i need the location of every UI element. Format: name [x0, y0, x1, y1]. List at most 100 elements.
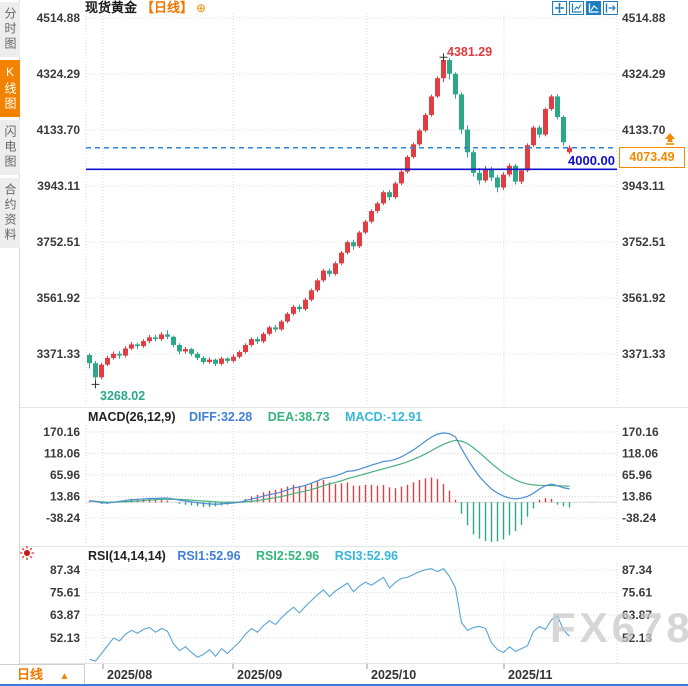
candle-body	[339, 252, 344, 264]
chart-toolbar	[552, 1, 618, 15]
candle-body	[411, 144, 416, 157]
add-indicator-icon[interactable]: ⊕	[196, 1, 207, 15]
y-axis-label: 3371.33	[622, 347, 666, 361]
rsi-y-label: 87.34	[50, 563, 80, 577]
candle-body	[375, 203, 380, 212]
candle-body	[177, 344, 182, 352]
candle-body	[105, 357, 110, 365]
chevron-up-icon: ▲	[59, 671, 70, 682]
candle-body	[555, 96, 560, 117]
sidebar-tab-1[interactable]: 分时图	[0, 2, 20, 57]
price-up-arrow-icon	[665, 133, 675, 145]
candle-body	[561, 116, 566, 143]
rsi-y-label: 87.34	[622, 563, 652, 577]
rsi-y-label: 63.87	[50, 608, 80, 622]
candle-body	[279, 321, 284, 330]
candle-body	[519, 170, 524, 182]
watermark: FX678	[550, 604, 688, 651]
diff-line	[89, 432, 570, 505]
rsi-line	[89, 568, 570, 662]
y-axis-label: 3752.51	[622, 235, 666, 249]
candle-body	[429, 96, 434, 115]
candle-body	[207, 359, 212, 363]
candle-body	[195, 353, 200, 358]
macd-y-label: 65.96	[50, 468, 80, 482]
rsi1-value: RSI1:52.96	[177, 549, 241, 563]
macd-y-label: -38.24	[622, 511, 656, 525]
candle-body	[153, 337, 158, 340]
macd-params: MACD(26,12,9)	[88, 410, 176, 424]
candle-body	[147, 337, 152, 342]
candle-body	[243, 344, 248, 353]
candle-body	[123, 348, 128, 356]
y-axis-label: 4324.29	[37, 67, 81, 81]
candle-body	[465, 129, 470, 153]
candle-body	[477, 172, 482, 181]
y-axis-label: 3561.92	[622, 291, 666, 305]
macd-macd-value: MACD:-12.91	[345, 410, 423, 424]
period-tag: 【日线】	[141, 0, 194, 15]
candle-body	[159, 334, 164, 340]
candle-body	[531, 127, 536, 146]
last-price-badge: 4073.49	[619, 147, 685, 168]
period-selector[interactable]: 日线 ▲	[0, 664, 85, 684]
candle-body	[495, 177, 500, 188]
candle-body	[441, 59, 446, 79]
candle-body	[99, 364, 104, 378]
candle-body	[303, 299, 308, 310]
y-axis-label: 4133.70	[622, 123, 666, 137]
candle-body	[237, 352, 242, 357]
macd-y-label: 118.06	[44, 447, 80, 461]
rsi-y-label: 75.61	[50, 586, 80, 600]
exit-right-icon[interactable]	[603, 1, 618, 15]
y-axis-label: 3752.51	[37, 235, 81, 249]
sidebar-tab-2[interactable]: K线图	[0, 60, 20, 117]
rsi-y-label: 52.13	[50, 631, 80, 645]
crosshair-move-icon[interactable]	[552, 1, 567, 15]
candle-body	[387, 192, 392, 198]
candle-body	[315, 280, 320, 291]
x-axis-label: 2025/09	[237, 668, 282, 682]
candle-body	[471, 152, 476, 173]
price-cross-marker	[91, 380, 100, 389]
candle-body	[393, 183, 398, 198]
symbol-name: 现货黄金	[85, 0, 138, 15]
alarm-sun-icon[interactable]	[19, 545, 35, 561]
candle-body	[267, 327, 272, 334]
candle-body	[369, 211, 374, 222]
candle-body	[225, 358, 230, 361]
sidebar-tab-3[interactable]: 闪电图	[0, 120, 20, 175]
candle-body	[405, 156, 410, 172]
candle-body	[357, 232, 362, 247]
macd-dea-value: DEA:38.73	[267, 410, 330, 424]
y-axis-label: 3943.11	[622, 179, 665, 193]
candle-body	[219, 358, 224, 364]
macd-y-label: 13.86	[50, 490, 80, 504]
rsi-y-label: 63.87	[622, 608, 652, 622]
candle-body	[255, 339, 260, 342]
y-axis-label: 3371.33	[37, 347, 81, 361]
x-axis-label: 2025/08	[107, 668, 152, 682]
bottom-scrollbar[interactable]	[0, 684, 688, 686]
candle-body	[141, 341, 146, 347]
axis-scale-icon[interactable]	[569, 1, 584, 15]
candle-body	[399, 171, 404, 184]
candle-body	[525, 145, 530, 171]
macd-y-label: 170.16	[43, 425, 80, 439]
y-axis-label: 4324.29	[622, 67, 666, 81]
chart-title: 现货黄金 【日线】 ⊕	[85, 0, 206, 15]
candle-body	[189, 349, 194, 354]
candle-body	[447, 59, 452, 74]
candle-body	[333, 263, 338, 274]
sidebar-tab-4[interactable]: 合约资料	[0, 178, 20, 248]
high-price-label: 4381.29	[447, 45, 493, 59]
rsi-y-label: 52.13	[622, 631, 652, 645]
y-axis-label: 4133.70	[37, 123, 81, 137]
candle-body	[381, 192, 386, 204]
candle-body	[549, 96, 554, 110]
hline-4000-label: 4000.00	[568, 153, 615, 168]
macd-y-label: -38.24	[46, 511, 80, 525]
auto-follow-icon[interactable]	[586, 1, 601, 15]
